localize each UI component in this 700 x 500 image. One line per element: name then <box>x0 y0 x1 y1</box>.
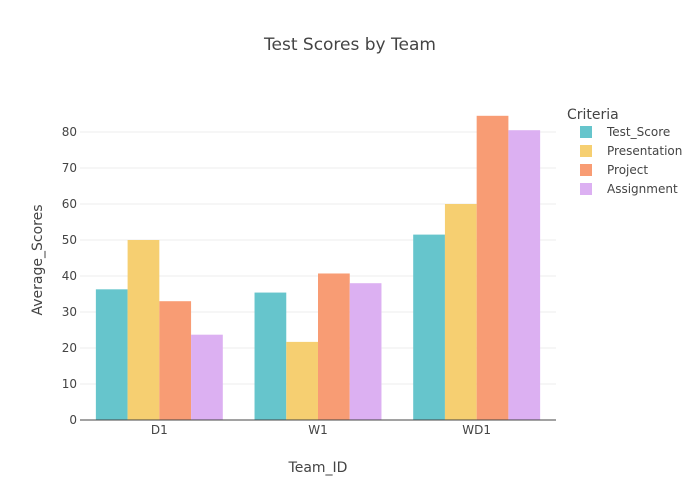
x-axis-title: Team_ID <box>288 460 348 476</box>
legend-item-presentation[interactable]: Presentation <box>580 144 682 158</box>
legend: Criteria Test_Score Presentation Project As… <box>567 107 682 196</box>
bar-assignment-d1[interactable] <box>191 334 223 420</box>
bar-project-w1[interactable] <box>318 273 350 420</box>
y-tick-label: 80 <box>62 125 77 139</box>
legend-title: Criteria <box>567 107 619 123</box>
legend-label: Test_Score <box>606 125 670 139</box>
y-tick-label: 20 <box>62 341 77 355</box>
bar-presentation-wd1[interactable] <box>444 204 477 420</box>
legend-item-test_score[interactable]: Test_Score <box>580 125 670 139</box>
y-tick-labels: 0 10 20 30 40 50 60 70 80 <box>62 125 77 427</box>
legend-label: Assignment <box>607 182 678 196</box>
legend-items: Test_Score Presentation Project Assignment <box>580 125 682 196</box>
bars <box>95 115 541 421</box>
bar-assignment-w1[interactable] <box>349 283 382 420</box>
x-tick-label: WD1 <box>462 423 491 437</box>
x-tick-label: W1 <box>308 423 328 437</box>
y-tick-label: 70 <box>62 161 77 175</box>
chart-title: Test Scores by Team <box>263 35 436 55</box>
y-tick-label: 60 <box>62 197 77 211</box>
legend-swatch <box>580 126 592 138</box>
x-tick-label: D1 <box>151 423 168 437</box>
y-axis-title: Average_Scores <box>30 205 46 316</box>
bar-test_score-wd1[interactable] <box>413 234 445 420</box>
legend-swatch <box>580 164 592 176</box>
bar-project-d1[interactable] <box>159 301 192 420</box>
y-tick-label: 50 <box>62 233 77 247</box>
legend-label: Presentation <box>607 144 682 158</box>
bar-presentation-w1[interactable] <box>286 341 318 420</box>
y-tick-label: 30 <box>62 305 77 319</box>
legend-item-assignment[interactable]: Assignment <box>580 182 678 196</box>
bar-project-wd1[interactable] <box>476 115 509 421</box>
legend-swatch <box>580 183 592 195</box>
y-tick-label: 40 <box>62 269 77 283</box>
legend-label: Project <box>607 163 648 177</box>
x-tick-labels: D1 W1 WD1 <box>151 423 491 437</box>
y-tick-label: 0 <box>69 413 77 427</box>
legend-item-project[interactable]: Project <box>580 163 648 177</box>
bar-presentation-d1[interactable] <box>127 240 160 420</box>
bar-test_score-w1[interactable] <box>254 292 287 420</box>
y-tick-label: 10 <box>62 377 77 391</box>
bar-assignment-wd1[interactable] <box>508 130 541 420</box>
bar-test_score-d1[interactable] <box>95 289 128 420</box>
legend-swatch <box>580 145 592 157</box>
